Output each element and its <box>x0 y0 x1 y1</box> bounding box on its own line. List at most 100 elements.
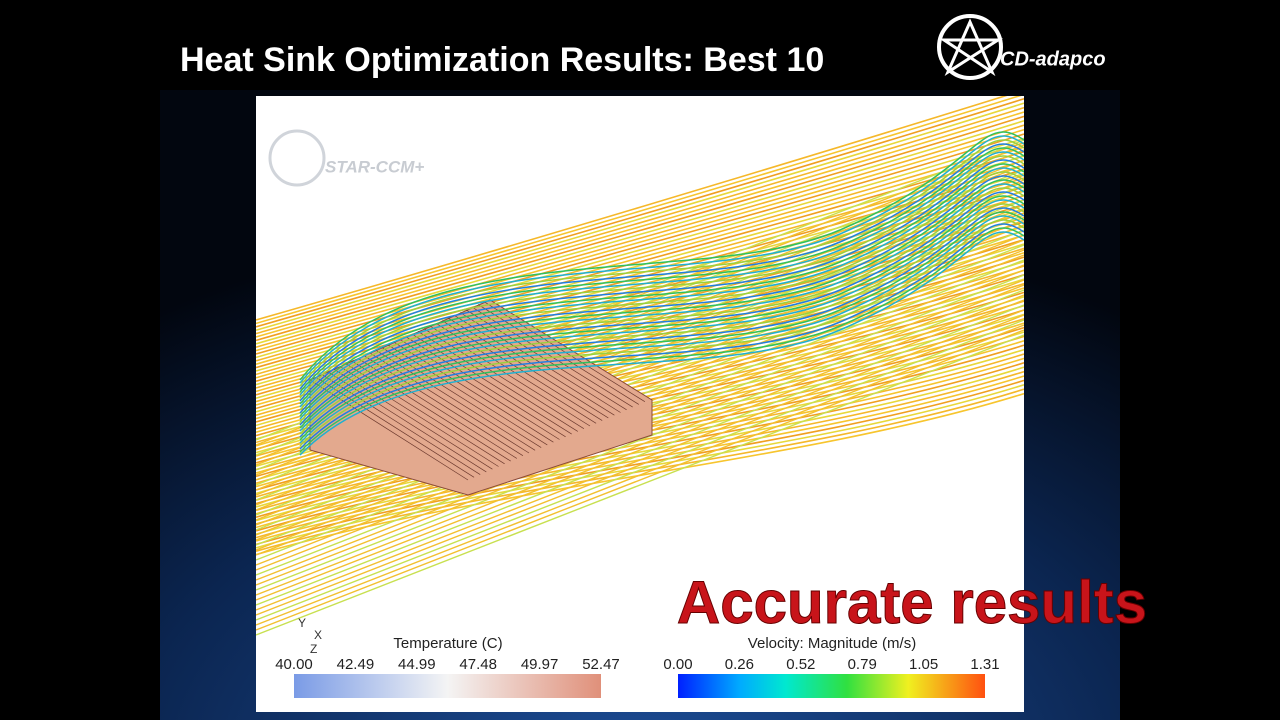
fin <box>429 325 591 427</box>
streamline <box>256 98 1024 328</box>
streamline <box>299 187 1024 423</box>
logo: CD-adapco <box>937 14 1106 80</box>
streamline <box>256 120 1024 345</box>
streamline <box>299 159 1024 402</box>
streamline <box>256 124 1024 348</box>
streamline <box>256 299 1024 601</box>
overlay-text: Accurate results <box>677 569 1147 636</box>
colorbar-label: 47.48 <box>459 656 497 673</box>
streamline <box>256 314 1024 616</box>
logo-ring <box>937 14 1003 80</box>
legend-title: Velocity: Magnitude (m/s) <box>748 635 916 652</box>
streamline <box>256 146 1024 365</box>
fin <box>483 301 646 402</box>
fin <box>411 333 572 435</box>
fin <box>339 366 499 467</box>
axis-label: Z <box>310 642 317 656</box>
fin <box>417 331 578 432</box>
fin <box>357 358 517 459</box>
fin <box>387 344 548 446</box>
fin <box>345 363 505 465</box>
streamline <box>256 150 1024 369</box>
streamlines <box>256 96 1024 636</box>
streamline <box>256 115 1024 342</box>
axis-label: Y <box>298 616 306 630</box>
streamline <box>256 106 1024 335</box>
streamline <box>299 199 1024 432</box>
streamline <box>256 133 1024 355</box>
streamline <box>256 294 1024 596</box>
colorbar-label: 40.00 <box>275 656 313 673</box>
streamline <box>299 191 1024 426</box>
streamline <box>256 229 1024 531</box>
streamline <box>256 384 1024 549</box>
fin <box>315 377 475 478</box>
streamline <box>256 142 1024 362</box>
colorbar-label: 1.31 <box>970 656 999 673</box>
axis-label: X <box>314 628 322 642</box>
logo-star <box>939 18 1004 77</box>
streamline <box>256 388 1024 552</box>
colorbar-label: 0.52 <box>786 656 815 673</box>
streamline <box>299 215 1024 444</box>
streamline <box>299 175 1024 414</box>
streamline <box>256 96 1008 321</box>
streamline <box>299 135 1024 384</box>
streamline <box>256 128 1024 352</box>
streamline <box>256 324 1024 626</box>
streamline <box>299 151 1024 396</box>
streamline <box>299 167 1024 408</box>
streamline <box>256 319 1024 621</box>
colorbar-label: 0.79 <box>848 656 877 673</box>
streamline <box>299 139 1024 387</box>
streamline <box>256 304 1024 606</box>
streamline <box>299 219 1024 447</box>
streamline <box>299 147 1024 393</box>
watermark-ring <box>268 129 326 187</box>
streamline <box>299 163 1024 405</box>
colorbar-label: 52.47 <box>582 656 620 673</box>
fin <box>363 355 524 456</box>
streamline <box>256 366 1024 535</box>
streamline <box>299 211 1024 441</box>
streamline <box>256 357 1024 529</box>
streamline <box>256 102 1024 331</box>
slide-title: Heat Sink Optimization Results: Best 10 <box>180 41 824 79</box>
legend-title: Temperature (C) <box>393 635 502 652</box>
streamline <box>256 137 1024 359</box>
colorbar-label: 44.99 <box>398 656 436 673</box>
streamline <box>256 309 1024 611</box>
streamline <box>299 171 1024 411</box>
temperature-colorbar <box>294 674 601 698</box>
streamline <box>299 143 1024 390</box>
streamline <box>299 179 1024 417</box>
streamline <box>299 131 1024 381</box>
streamline <box>299 231 1024 456</box>
watermark: STAR-CCM+ <box>325 157 424 176</box>
velocity-colorbar <box>678 674 985 698</box>
fin <box>351 360 511 462</box>
colorbar-label: 1.05 <box>909 656 938 673</box>
colorbar-label: 49.97 <box>521 656 559 673</box>
streamline <box>299 223 1024 450</box>
streamline <box>299 155 1024 399</box>
colorbar-label: 0.00 <box>663 656 692 673</box>
fin <box>393 341 554 443</box>
streamline <box>299 227 1024 453</box>
fin <box>441 320 603 421</box>
streamline <box>256 96 1022 325</box>
streamline <box>256 370 1024 539</box>
streamline <box>299 207 1024 438</box>
logo-text: CD-adapco <box>1000 48 1106 70</box>
streamline <box>256 289 1024 591</box>
streamline <box>256 234 1024 536</box>
streamline <box>299 183 1024 420</box>
colorbar-label: 0.26 <box>725 656 754 673</box>
streamline <box>256 329 1024 631</box>
colorbar-label: 42.49 <box>337 656 375 673</box>
streamline <box>299 195 1024 429</box>
streamline <box>299 203 1024 435</box>
streamline <box>256 334 1024 636</box>
